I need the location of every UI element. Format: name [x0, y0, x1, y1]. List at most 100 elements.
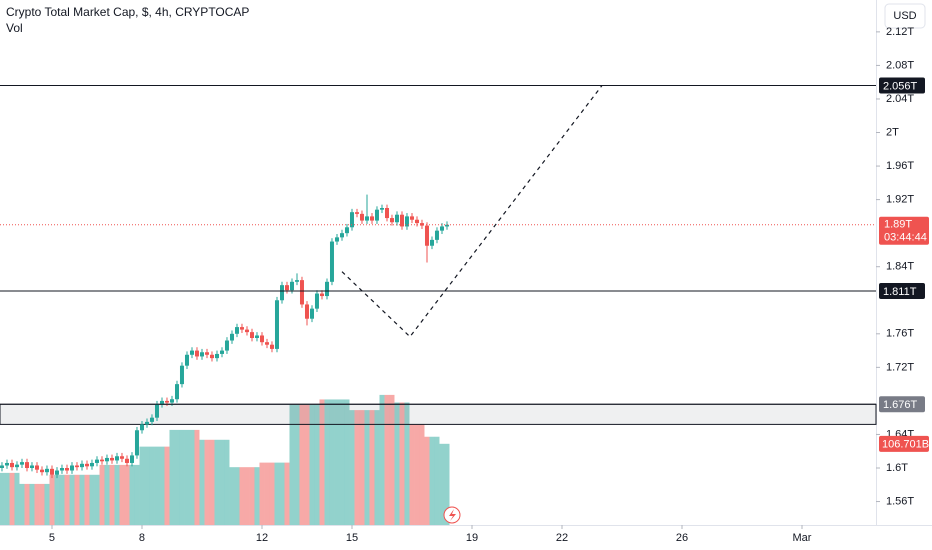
volume-bar	[369, 410, 375, 525]
candle-body	[205, 352, 209, 355]
candle-body	[104, 457, 109, 462]
volume-bar	[284, 462, 290, 525]
volume-bar	[79, 474, 85, 525]
candle-body	[355, 212, 359, 214]
candle-body	[259, 335, 264, 343]
volume-bar	[264, 462, 270, 525]
y-tick-label: 1.92T	[886, 194, 914, 206]
candle-body	[385, 208, 389, 219]
candle-body	[415, 219, 419, 224]
candle-body	[130, 455, 134, 463]
candle-body	[0, 465, 4, 468]
candle-body	[164, 400, 169, 403]
volume-bar	[384, 394, 390, 525]
x-tick-label: 8	[139, 532, 145, 544]
candle-body	[184, 354, 189, 366]
candle-body	[359, 213, 364, 221]
volume-bar	[374, 410, 380, 525]
volume-bar	[24, 483, 30, 525]
candle-body	[254, 335, 259, 338]
candle-body	[434, 230, 439, 240]
volume-bar	[389, 394, 395, 525]
candle-body	[89, 462, 94, 467]
volume-bar	[224, 439, 230, 525]
x-tick-label: 15	[346, 532, 358, 544]
volume-title: Vol	[6, 21, 23, 35]
candle-body	[149, 417, 154, 422]
volume-bar	[434, 436, 440, 525]
volume-bar	[209, 439, 215, 525]
volume-bar	[114, 464, 120, 525]
volume-bar	[9, 472, 15, 525]
level-badge	[879, 396, 925, 413]
volume-bar	[119, 464, 125, 525]
candle-body	[244, 329, 249, 333]
currency-button[interactable]	[884, 3, 926, 29]
volume-bar	[149, 446, 155, 525]
candle-body	[29, 465, 34, 468]
x-tick-label: 19	[466, 532, 478, 544]
y-tick-label: 2T	[886, 126, 899, 138]
candle-body	[404, 216, 409, 227]
volume-bar	[144, 446, 150, 525]
volume-bar	[124, 464, 130, 525]
volume-bar	[194, 429, 200, 525]
y-tick-label: 1.84T	[886, 261, 914, 273]
candle-body	[145, 421, 149, 425]
alert-bolt	[449, 509, 456, 521]
volume-bar	[334, 399, 340, 525]
volume-bar	[254, 467, 260, 525]
level-label: 2.056T	[883, 80, 918, 92]
y-tick-label: 2.04T	[886, 93, 914, 105]
candle-body	[4, 462, 9, 466]
volume-bar	[69, 474, 75, 525]
volume-bar	[249, 467, 255, 525]
plot	[0, 85, 877, 525]
candle-body	[134, 430, 139, 456]
volume-bar	[174, 429, 180, 525]
y-tick-label: 2.12T	[886, 26, 914, 38]
candle-body	[364, 216, 369, 221]
volume-bar	[239, 467, 245, 525]
volume-bar	[179, 429, 185, 525]
volume-bar	[44, 483, 50, 525]
candle-body	[329, 241, 334, 282]
candle-body	[70, 465, 74, 471]
candle-body	[14, 464, 19, 468]
candle-body	[49, 468, 54, 475]
candle-body	[289, 281, 294, 291]
x-tick-label: 5	[49, 532, 55, 544]
candle-body	[115, 456, 119, 461]
volume-bar	[354, 410, 360, 525]
candle-body	[424, 225, 429, 246]
volume-bar	[154, 446, 160, 525]
volume-bar	[34, 483, 40, 525]
volume-bar	[339, 399, 345, 525]
volume-bar	[189, 429, 195, 525]
volume-bar	[349, 410, 355, 525]
currency-label[interactable]: USD	[893, 10, 916, 22]
volume-bar	[19, 483, 25, 525]
candle-body	[25, 462, 29, 468]
candle-body	[235, 327, 239, 334]
volume-bar	[404, 402, 410, 525]
volume-bar	[274, 462, 280, 525]
candle-body	[79, 463, 84, 468]
volume-bar	[184, 429, 190, 525]
volume-bar	[204, 439, 210, 525]
candle-body	[314, 293, 319, 309]
volume-bar	[399, 402, 405, 525]
candle-body	[119, 456, 124, 459]
candle-body	[265, 342, 269, 345]
volume-bar	[214, 439, 220, 525]
candle-body	[214, 353, 219, 359]
projection-path	[341, 85, 603, 338]
volume-bar	[329, 399, 335, 525]
volume-bar	[14, 472, 20, 525]
candle-body	[284, 285, 289, 291]
volume-label: 106.701B	[882, 439, 929, 451]
volume-bar	[359, 410, 365, 525]
candle-body	[154, 404, 159, 418]
candle-body	[310, 308, 314, 319]
